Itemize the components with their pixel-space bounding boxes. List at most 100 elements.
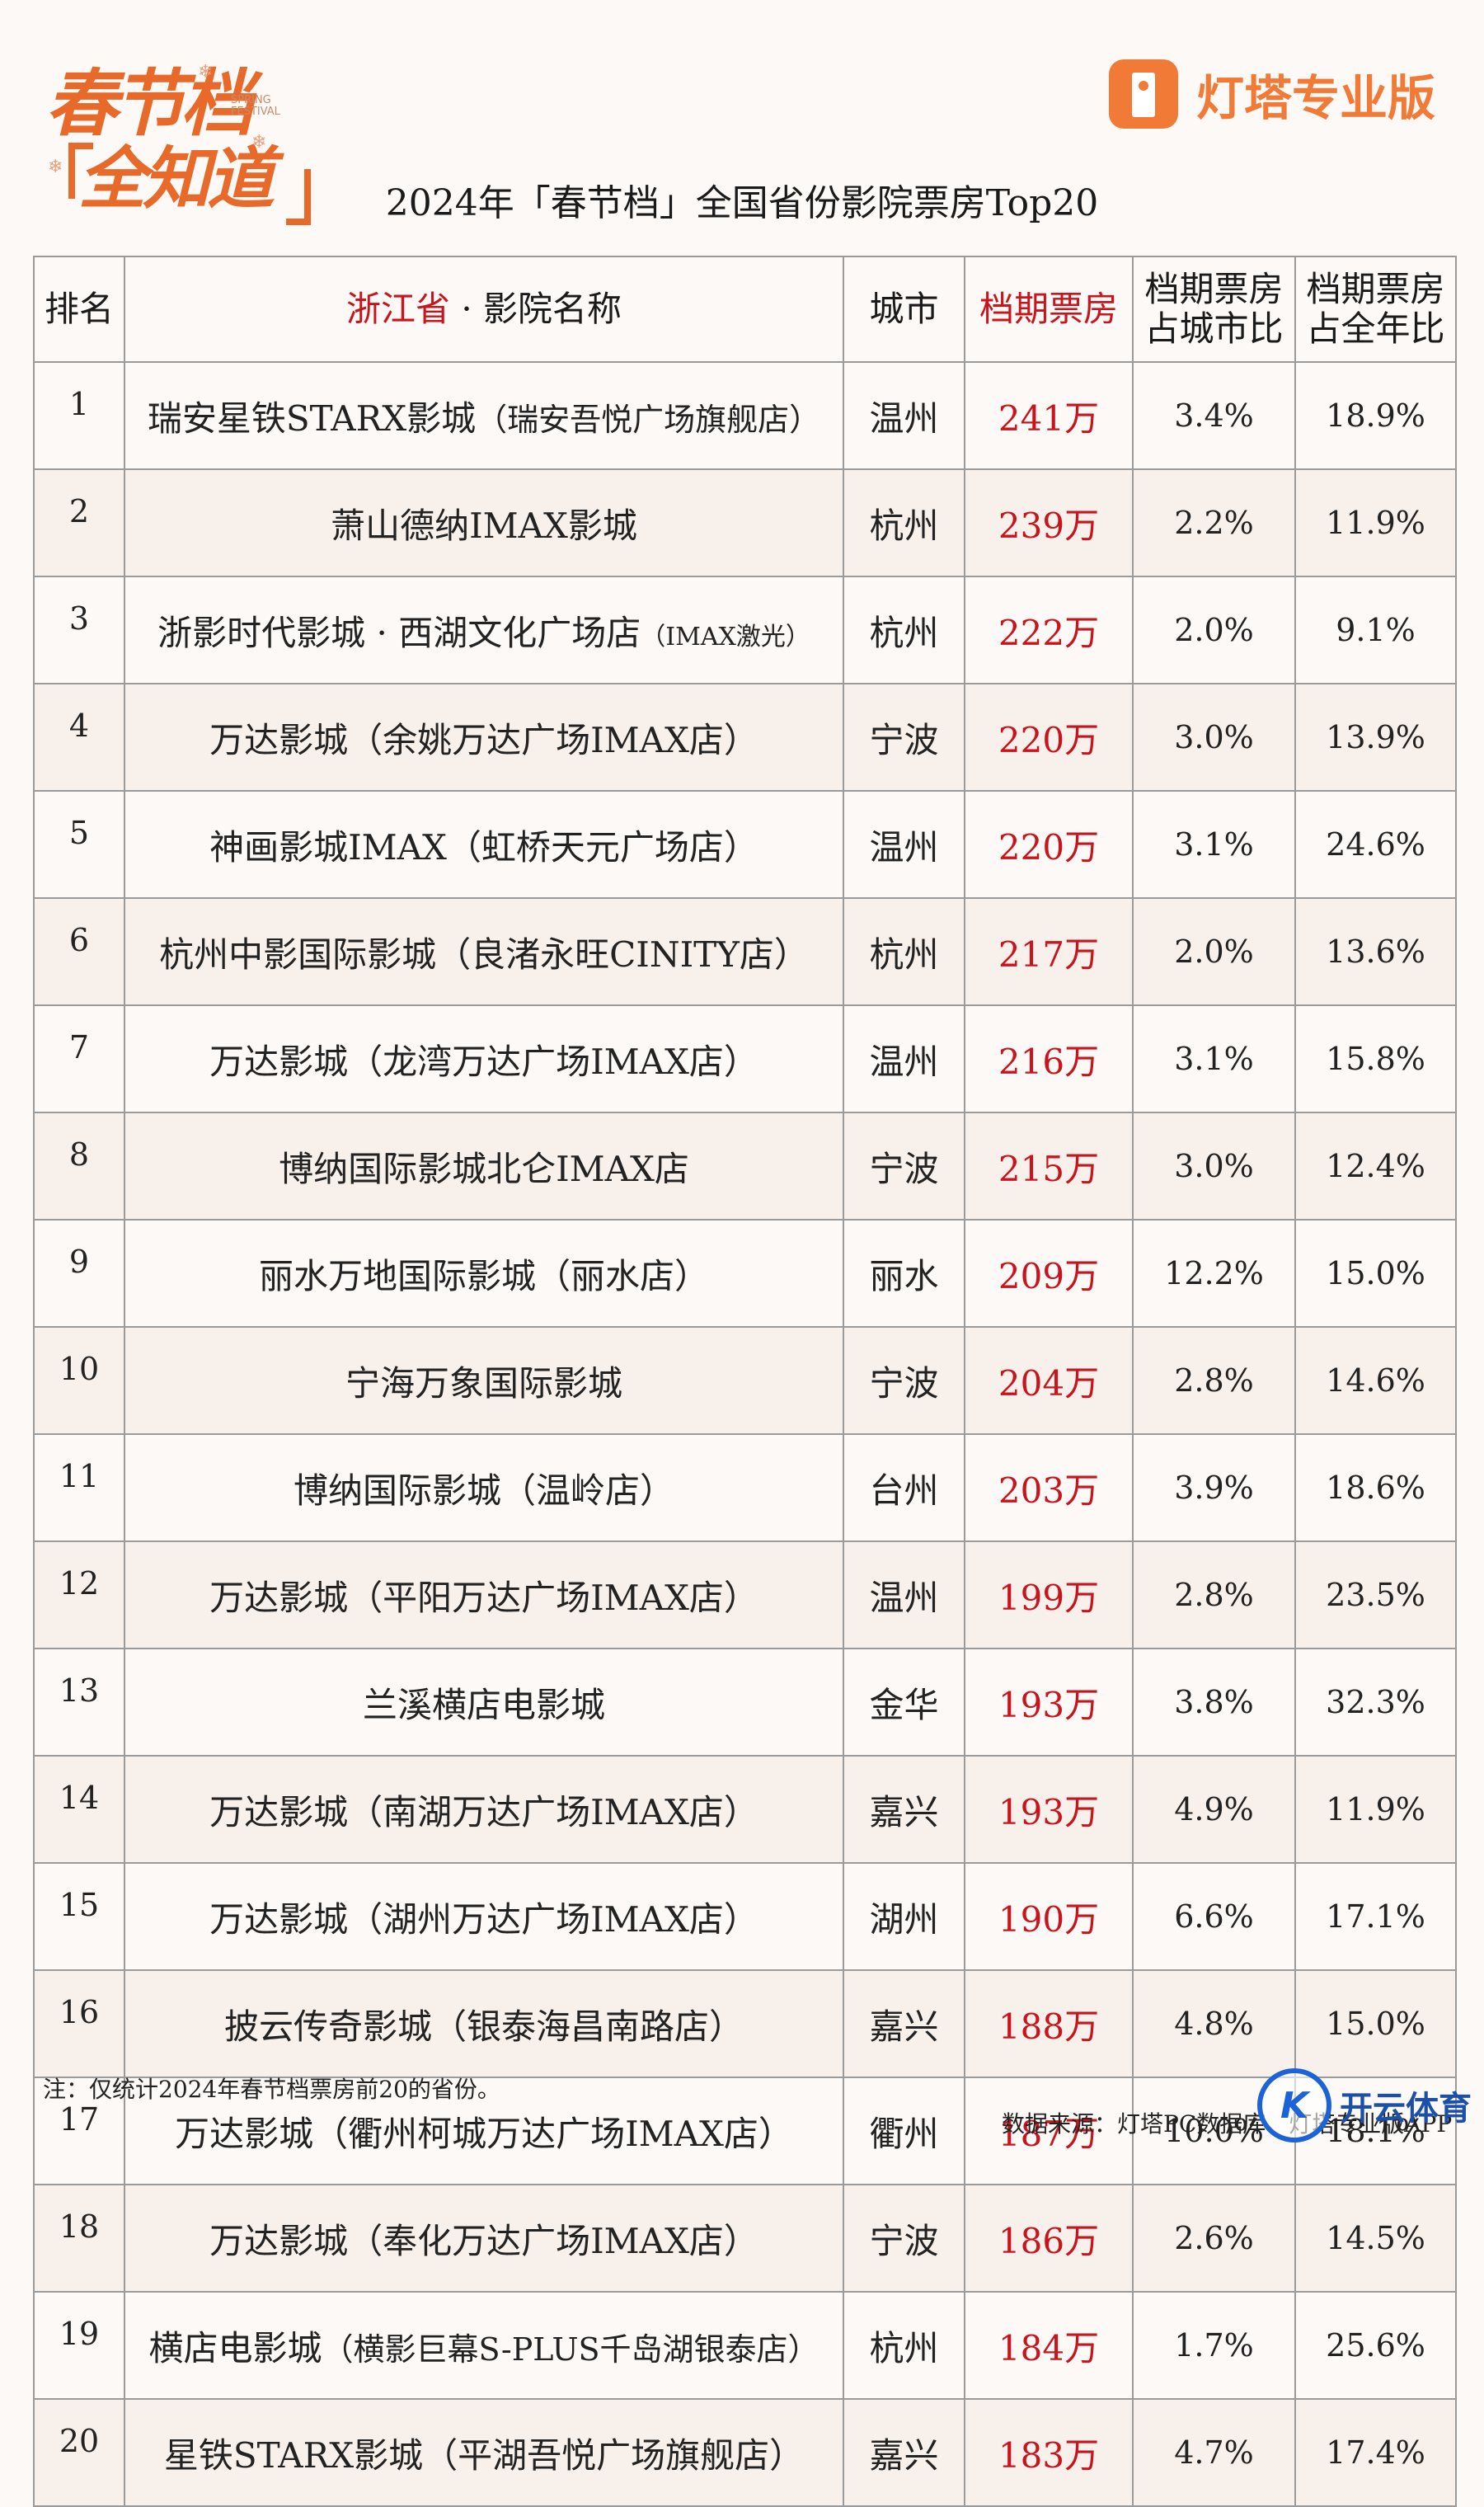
table-row: 2 萧山德纳IMAX影城 杭州 239万 2.2% 11.9% bbox=[33, 468, 1457, 577]
cinema-name-cell: 萧山德纳IMAX影城 bbox=[124, 468, 844, 577]
data-source: 数据来源：灯塔PC数据库、灯塔专业版APP bbox=[1002, 2110, 1453, 2138]
city-cell: 丽水 bbox=[843, 1219, 965, 1328]
box-office-cell: 215万 bbox=[964, 1112, 1134, 1221]
year-share-cell: 18.9% bbox=[1294, 361, 1457, 470]
city-share-cell: 3.0% bbox=[1132, 1112, 1296, 1221]
table-row: 5 神画影城IMAX（虹桥天元广场店） 温州 220万 3.1% 24.6% bbox=[33, 790, 1457, 899]
year-share-cell: 11.9% bbox=[1294, 1755, 1457, 1864]
cinema-name: 博纳国际影城（温岭店） bbox=[293, 1470, 674, 1511]
cinema-name-cell: 横店电影城（横影巨幕S-PLUS千岛湖银泰店） bbox=[124, 2291, 844, 2400]
city-share-cell: 3.8% bbox=[1132, 1648, 1296, 1757]
table-row: 7 万达影城（龙湾万达广场IMAX店） 温州 216万 3.1% 15.8% bbox=[33, 1004, 1457, 1113]
table-row: 4 万达影城（余姚万达广场IMAX店） 宁波 220万 3.0% 13.9% bbox=[33, 683, 1457, 792]
year-share-cell: 25.6% bbox=[1294, 2291, 1457, 2400]
rank-cell: 2 bbox=[33, 468, 125, 577]
logo-small-text: SPRING FESTIVAL bbox=[231, 94, 280, 118]
snowflake-icon: ❄ bbox=[251, 132, 267, 153]
table-row: 3 浙影时代影城 · 西湖文化广场店（IMAX激光） 杭州 222万 2.0% 9.1% bbox=[33, 576, 1457, 684]
cinema-name: 丽水万地国际影城（丽水店） bbox=[258, 1255, 709, 1296]
city-share-cell: 12.2% bbox=[1132, 1219, 1296, 1328]
header-rank: 排名 bbox=[33, 256, 125, 363]
year-share-cell: 18.6% bbox=[1294, 1433, 1457, 1542]
cinema-name-cell: 万达影城（平阳万达广场IMAX店） bbox=[124, 1540, 844, 1649]
table-row: 14 万达影城（南湖万达广场IMAX店） 嘉兴 193万 4.9% 11.9% bbox=[33, 1755, 1457, 1864]
table-row: 13 兰溪横店电影城 金华 193万 3.8% 32.3% bbox=[33, 1648, 1457, 1757]
city-share-cell: 3.4% bbox=[1132, 361, 1296, 470]
cinema-name: 披云传奇影城（银泰海昌南路店） bbox=[223, 2006, 744, 2047]
rank-cell: 7 bbox=[33, 1004, 125, 1113]
city-share-cell: 2.0% bbox=[1132, 576, 1296, 684]
city-cell: 温州 bbox=[843, 790, 965, 899]
brand-logo: 灯塔专业版 bbox=[1109, 59, 1435, 129]
box-office-cell: 220万 bbox=[964, 790, 1134, 899]
header-box-office: 档期票房 bbox=[964, 256, 1134, 363]
city-cell: 金华 bbox=[843, 1648, 965, 1757]
year-share-cell: 32.3% bbox=[1294, 1648, 1457, 1757]
box-office-cell: 241万 bbox=[964, 361, 1134, 470]
rank-cell: 18 bbox=[33, 2184, 125, 2293]
table-row: 15 万达影城（湖州万达广场IMAX店） 湖州 190万 6.6% 17.1% bbox=[33, 1862, 1457, 1971]
table-row: 18 万达影城（奉化万达广场IMAX店） 宁波 186万 2.6% 14.5% bbox=[33, 2184, 1457, 2293]
cinema-name-cell: 宁海万象国际影城 bbox=[124, 1326, 844, 1435]
logo-line-1: 春节档 bbox=[45, 61, 253, 146]
rank-cell: 16 bbox=[33, 1969, 125, 2078]
cinema-name-cell: 博纳国际影城北仑IMAX店 bbox=[124, 1112, 844, 1221]
table-row: 1 瑞安星铁STARX影城（瑞安吾悦广场旗舰店） 温州 241万 3.4% 18.9% bbox=[33, 361, 1457, 470]
city-cell: 宁波 bbox=[843, 683, 965, 792]
cinema-name: 万达影城（余姚万达广场IMAX店） bbox=[209, 719, 758, 760]
rank-cell: 1 bbox=[33, 361, 125, 470]
cinema-name: 横店电影城 bbox=[148, 2327, 322, 2368]
table-row: 6 杭州中影国际影城（良渚永旺CINITY店） 杭州 217万 2.0% 13.6% bbox=[33, 897, 1457, 1006]
city-share-cell: 4.8% bbox=[1132, 1969, 1296, 2078]
city-cell: 宁波 bbox=[843, 1326, 965, 1435]
city-share-cell: 3.1% bbox=[1132, 790, 1296, 899]
cinema-name-cell: 星铁STARX影城（平湖吾悦广场旗舰店） bbox=[124, 2398, 844, 2507]
city-share-cell: 2.8% bbox=[1132, 1326, 1296, 1435]
city-cell: 台州 bbox=[843, 1433, 965, 1542]
rank-cell: 3 bbox=[33, 576, 125, 684]
box-office-cell: 204万 bbox=[964, 1326, 1134, 1435]
watermark-logo-icon: K bbox=[1257, 2068, 1331, 2142]
year-share-cell: 15.0% bbox=[1294, 1969, 1457, 2078]
cinema-name-cell: 神画影城IMAX（虹桥天元广场店） bbox=[124, 790, 844, 899]
rank-cell: 6 bbox=[33, 897, 125, 1006]
year-share-cell: 24.6% bbox=[1294, 790, 1457, 899]
rank-cell: 14 bbox=[33, 1755, 125, 1864]
city-cell: 湖州 bbox=[843, 1862, 965, 1971]
table-row: 8 博纳国际影城北仑IMAX店 宁波 215万 3.0% 12.4% bbox=[33, 1112, 1457, 1221]
rank-cell: 19 bbox=[33, 2291, 125, 2400]
city-cell: 衢州 bbox=[843, 2077, 965, 2185]
cinema-name-cell: 万达影城（南湖万达广场IMAX店） bbox=[124, 1755, 844, 1864]
table-row: 10 宁海万象国际影城 宁波 204万 2.8% 14.6% bbox=[33, 1326, 1457, 1435]
year-share-cell: 13.6% bbox=[1294, 897, 1457, 1006]
cinema-name: 万达影城（南湖万达广场IMAX店） bbox=[209, 1791, 758, 1832]
city-share-cell: 2.0% bbox=[1132, 897, 1296, 1006]
rank-cell: 12 bbox=[33, 1540, 125, 1649]
box-office-cell: 199万 bbox=[964, 1540, 1134, 1649]
snowflake-icon: ❄ bbox=[48, 157, 63, 177]
cinema-name: 星铁STARX影城（平湖吾悦广场旗舰店） bbox=[163, 2434, 805, 2476]
city-share-cell: 4.9% bbox=[1132, 1755, 1296, 1864]
rank-cell: 13 bbox=[33, 1648, 125, 1757]
city-share-cell: 1.7% bbox=[1132, 2291, 1296, 2400]
logo-bracket-left bbox=[68, 143, 93, 199]
snowflake-icon: ❄ bbox=[198, 62, 214, 82]
box-office-cell: 220万 bbox=[964, 683, 1134, 792]
city-cell: 嘉兴 bbox=[843, 2398, 965, 2507]
cinema-name-cell: 万达影城（龙湾万达广场IMAX店） bbox=[124, 1004, 844, 1113]
year-share-cell: 15.8% bbox=[1294, 1004, 1457, 1113]
box-office-cell: 217万 bbox=[964, 897, 1134, 1006]
city-cell: 杭州 bbox=[843, 468, 965, 577]
cinema-name: 万达影城（衢州柯城万达广场IMAX店） bbox=[175, 2113, 793, 2154]
city-share-cell: 3.9% bbox=[1132, 1433, 1296, 1542]
box-office-cell: 239万 bbox=[964, 468, 1134, 577]
box-office-cell: 184万 bbox=[964, 2291, 1134, 2400]
cinema-name-cell: 杭州中影国际影城（良渚永旺CINITY店） bbox=[124, 897, 844, 1006]
table-row: 11 博纳国际影城（温岭店） 台州 203万 3.9% 18.6% bbox=[33, 1433, 1457, 1542]
box-office-cell: 193万 bbox=[964, 1648, 1134, 1757]
rank-cell: 20 bbox=[33, 2398, 125, 2507]
cinema-name-cell: 万达影城（湖州万达广场IMAX店） bbox=[124, 1862, 844, 1971]
cinema-ranking-table: 排名 浙江省 · 影院名称 城市 档期票房 档期票房 占城市比 档期票房 占全年… bbox=[33, 256, 1457, 2507]
cinema-name: 博纳国际影城北仑IMAX店 bbox=[279, 1148, 689, 1189]
spring-festival-logo: 春节档 全知道 SPRING FESTIVAL bbox=[45, 45, 311, 225]
